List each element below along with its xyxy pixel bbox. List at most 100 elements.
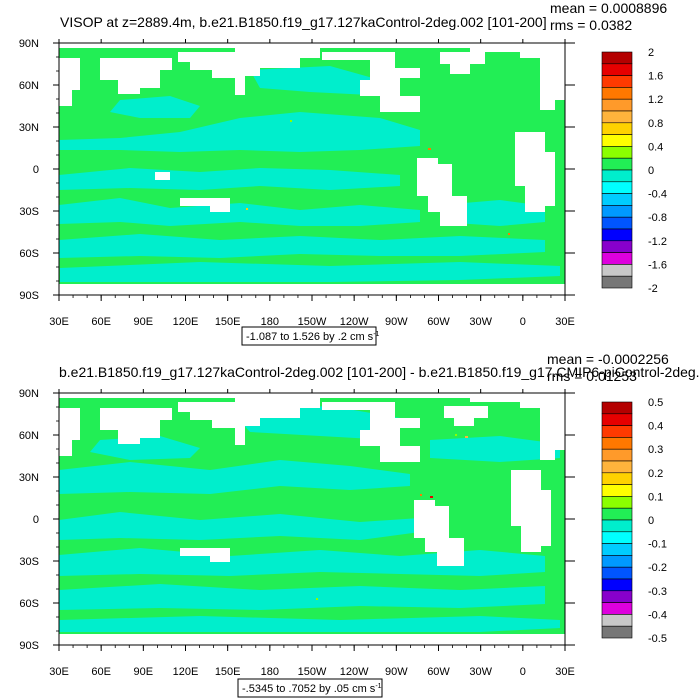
x-tick-label: 0 [520,316,526,328]
panel-title: VISOP at z=2889.4m, b.e21.B1850.f19_g17.… [60,14,547,30]
stat-mean: mean = 0.0008896 [550,0,667,16]
axes: 30E 60E 90E 120E 150E 180 150W 120W 90W 60W 30W 0 30… [19,388,575,678]
y-tick-label: 30N [19,122,39,134]
y-tick-label: 90S [19,640,39,652]
colorbar-swatch [601,496,633,509]
y-tick-label: 60N [19,430,39,442]
colorbar-label: -1.6 [648,259,667,271]
anomaly-specks [246,120,510,235]
x-tick-label: 120E [173,666,199,678]
x-tick-label: 150E [215,666,241,678]
x-tick-label: 180 [261,316,279,328]
colorbar-swatch [601,240,633,253]
colorbar-swatch [601,146,633,159]
y-tick-label: 90S [19,290,39,302]
colorbar-swatch [601,134,633,147]
colorbar-swatch [601,566,633,580]
x-tick-label: 90W [385,316,408,328]
colorbar-swatch [601,193,633,206]
colorbar-label: 0.3 [648,444,663,456]
colorbar-swatch [601,519,633,533]
x-tick-label: 30W [469,316,492,328]
stat-rms: rms = 0.01253 [547,368,637,384]
anomaly-specks [316,434,468,600]
colorbar: 0.5 0.4 0.3 0.2 0.1 0 -0.1 -0.2 -0.3 -0.4 -0.5 [601,397,667,645]
colorbar-swatch [601,51,633,65]
colorbar-swatch [601,75,633,88]
range-box [237,678,383,698]
colorbar-label: -0.3 [648,586,667,598]
colorbar-label: 0.8 [648,118,663,130]
x-tick-label: 150W [298,316,327,328]
x-tick-label: 90E [134,316,154,328]
colorbar-swatch [601,110,633,124]
colorbar-label: 0.4 [648,421,663,433]
x-tick-label: 30E [555,666,575,678]
stat-rms: rms = 0.0382 [550,17,632,33]
colorbar-label: 0.1 [648,491,663,503]
land-missing [59,43,565,295]
x-tick-label: 60W [427,316,450,328]
x-tick-label: 30E [49,316,69,328]
panel-top: VISOP at z=2889.4m, b.e21.B1850.f19_g17.… [19,0,667,346]
x-tick-label: 150W [298,666,327,678]
colorbar-swatch [601,625,633,639]
axes: 30E 60E 90E 120E 150E 180 150W 120W 90W 60W 30W 0 30… [19,38,575,328]
map-field [58,42,566,296]
x-tick-label: 120W [340,316,369,328]
colorbar-swatch [601,122,633,135]
colorbar-swatch [601,602,633,615]
colorbar-label: -0.4 [648,609,667,621]
colorbar-swatch [601,157,633,171]
x-tick-label: 180 [261,666,279,678]
panel-bottom: b.e21.B1850.f19_g17.127kaControl-2deg.00… [19,351,700,698]
stat-mean: mean = -0.0002256 [547,351,669,367]
colorbar-label: -1.2 [648,236,667,248]
colorbar-label: -0.2 [648,562,667,574]
colorbar-swatch [601,437,633,450]
x-tick-label: 60E [91,316,111,328]
colorbar-swatch [601,63,633,76]
y-tick-label: 0 [33,514,39,526]
y-tick-label: 30S [19,206,39,218]
colorbar-swatch [601,264,633,277]
colorbar-swatch [601,169,633,183]
colorbar-swatch [601,460,633,474]
colorbar-swatch [601,448,633,462]
colorbar-swatch [601,590,633,603]
colorbar-swatch [601,228,633,242]
land-missing [59,393,565,645]
colorbar-swatch [601,98,633,112]
colorbar-label: 0 [648,165,654,177]
colorbar-swatch [601,531,633,544]
colorbar-swatch [601,555,633,568]
colorbar-swatch [601,425,633,438]
colorbar-swatch [601,614,633,627]
colorbar-label: 1.6 [648,71,663,83]
x-tick-label: 60W [427,666,450,678]
x-tick-label: 90E [134,666,154,678]
y-tick-label: 90N [19,388,39,400]
y-tick-label: 90N [19,38,39,50]
colorbar-swatch [601,413,633,426]
x-tick-label: 30E [555,316,575,328]
colorbar-swatch [601,507,633,521]
colorbar-label: 1.2 [648,94,663,106]
y-tick-label: 60S [19,248,39,260]
x-tick-label: 150E [215,316,241,328]
y-tick-label: 60S [19,598,39,610]
colorbar-label: 0.2 [648,468,663,480]
x-tick-label: 0 [520,666,526,678]
y-tick-label: 60N [19,80,39,92]
colorbar-swatch [601,472,633,485]
colorbar-swatch [601,216,633,230]
range-label: -1.087 to 1.526 by .2 cm s-1 [246,331,380,343]
x-tick-label: 90W [385,666,408,678]
map-field [58,392,566,646]
colorbar-label: -2 [648,283,658,295]
y-tick-label: 30N [19,472,39,484]
colorbar-swatch [601,87,633,100]
colorbar-swatch [601,252,633,265]
colorbar: 2 1.6 1.2 0.8 0.4 0 -0.4 -0.8 -1.2 -1.6 -2 [601,47,667,295]
colorbar-label: -0.8 [648,212,667,224]
